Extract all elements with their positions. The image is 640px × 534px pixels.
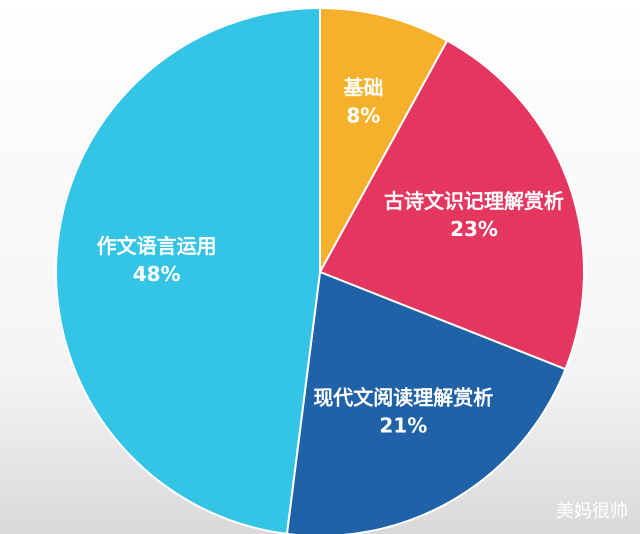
pie [55, 6, 585, 534]
slice-label: 古诗文识记理解赏析 [384, 189, 564, 213]
value-label: 8% [346, 104, 380, 128]
pie-slice [55, 6, 321, 534]
slice-label: 现代文阅读理解赏析 [313, 385, 493, 409]
value-label: 23% [450, 217, 498, 241]
slice-label: 作文语言运用 [97, 234, 217, 258]
pie-slice [319, 6, 449, 273]
value-label: 48% [133, 262, 181, 286]
slice-label: 基础 [343, 76, 383, 100]
labels: 基础 8% 古诗文识记理解赏析 23% 现代文阅读理解赏析 21% 作文语言运用 48% [97, 76, 564, 438]
value-label: 21% [379, 413, 427, 437]
pie-slice [318, 39, 585, 371]
watermark: 美妈很帅 [556, 501, 628, 522]
pie-slice [285, 270, 567, 534]
